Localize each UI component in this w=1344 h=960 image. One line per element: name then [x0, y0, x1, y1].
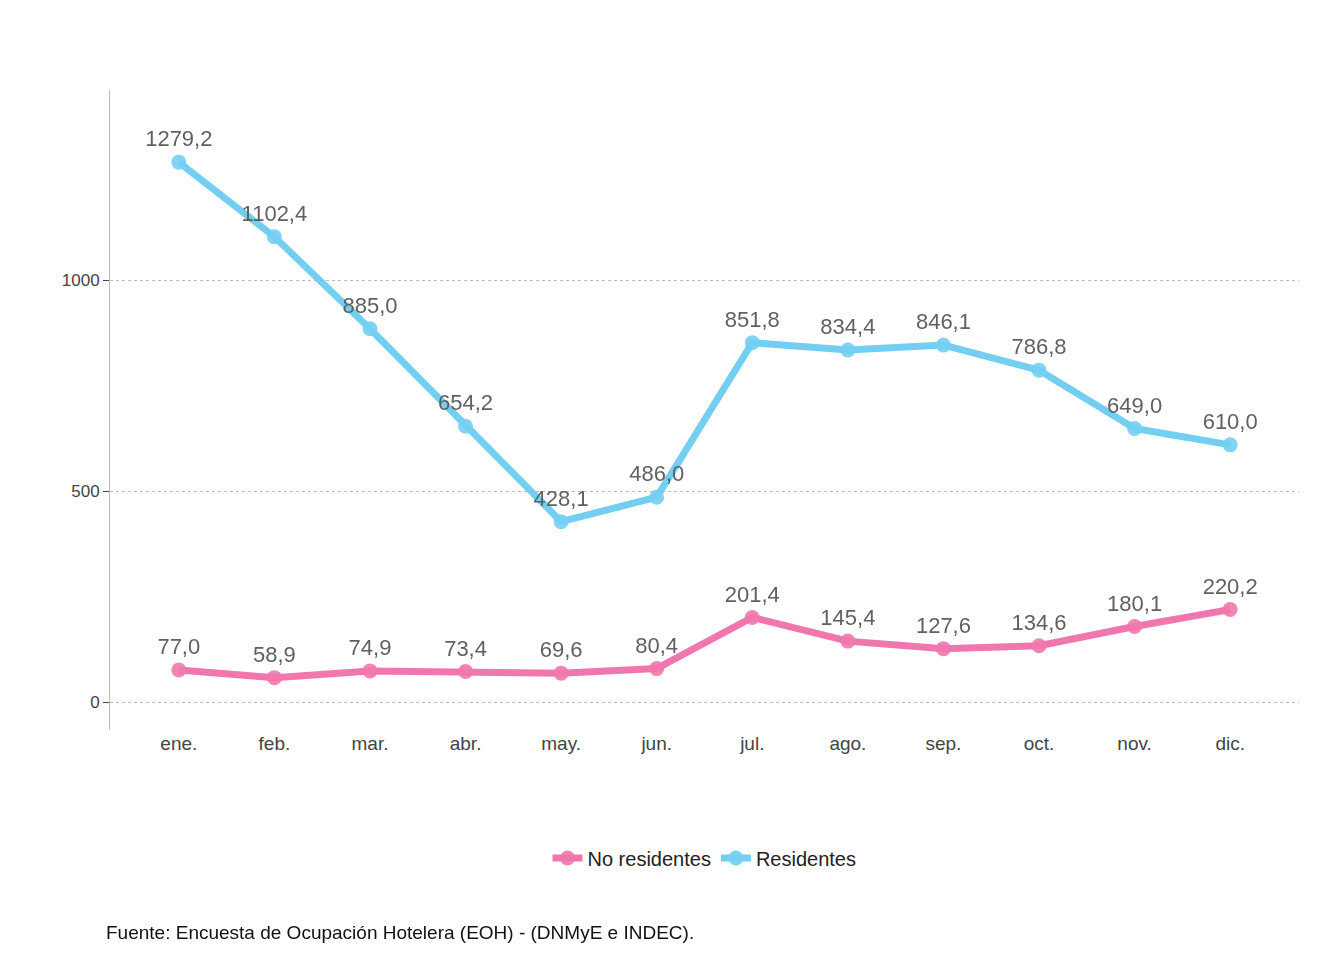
svg-text:500: 500 — [71, 482, 99, 501]
svg-text:74,9: 74,9 — [349, 635, 392, 660]
svg-text:145,4: 145,4 — [820, 605, 875, 630]
svg-text:834,4: 834,4 — [820, 314, 875, 339]
svg-text:Residentes: Residentes — [756, 848, 856, 870]
svg-text:851,8: 851,8 — [725, 307, 780, 332]
svg-text:69,6: 69,6 — [540, 637, 583, 662]
svg-text:610,0: 610,0 — [1203, 409, 1258, 434]
svg-text:ene.: ene. — [160, 733, 197, 754]
svg-text:654,2: 654,2 — [438, 390, 493, 415]
svg-text:abr.: abr. — [450, 733, 482, 754]
svg-text:0: 0 — [90, 693, 99, 712]
svg-text:No residentes: No residentes — [588, 848, 711, 870]
svg-text:1279,2: 1279,2 — [145, 126, 212, 151]
svg-text:dic.: dic. — [1215, 733, 1245, 754]
svg-text:786,8: 786,8 — [1011, 334, 1066, 359]
svg-text:oct.: oct. — [1024, 733, 1055, 754]
svg-text:80,4: 80,4 — [635, 633, 678, 658]
svg-text:jun.: jun. — [640, 733, 672, 754]
svg-text:201,4: 201,4 — [725, 582, 780, 607]
svg-text:may.: may. — [541, 733, 581, 754]
svg-text:428,1: 428,1 — [534, 486, 589, 511]
svg-text:73,4: 73,4 — [444, 636, 487, 661]
svg-text:jul.: jul. — [739, 733, 764, 754]
svg-text:180,1: 180,1 — [1107, 591, 1162, 616]
svg-text:486,0: 486,0 — [629, 461, 684, 486]
svg-text:885,0: 885,0 — [342, 293, 397, 318]
svg-text:nov.: nov. — [1117, 733, 1152, 754]
svg-text:220,2: 220,2 — [1203, 574, 1258, 599]
svg-text:846,1: 846,1 — [916, 309, 971, 334]
svg-text:ago.: ago. — [829, 733, 866, 754]
svg-text:1000: 1000 — [62, 271, 100, 290]
svg-text:58,9: 58,9 — [253, 642, 296, 667]
svg-text:77,0: 77,0 — [157, 634, 200, 659]
svg-text:feb.: feb. — [259, 733, 291, 754]
svg-text:1102,4: 1102,4 — [242, 201, 308, 226]
svg-text:mar.: mar. — [352, 733, 389, 754]
svg-text:sep.: sep. — [925, 733, 961, 754]
svg-text:Fuente: Encuesta de Ocupación: Fuente: Encuesta de Ocupación Hotelera (… — [106, 922, 694, 943]
svg-text:134,6: 134,6 — [1011, 610, 1066, 635]
svg-text:649,0: 649,0 — [1107, 393, 1162, 418]
svg-text:127,6: 127,6 — [916, 613, 971, 638]
